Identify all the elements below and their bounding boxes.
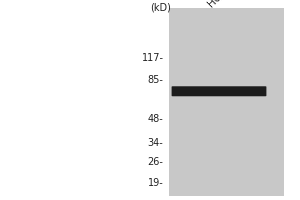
FancyBboxPatch shape: [172, 86, 266, 96]
Text: 48-: 48-: [148, 114, 164, 124]
Text: HepG2: HepG2: [206, 0, 238, 9]
Text: 34-: 34-: [148, 138, 164, 148]
Text: 26-: 26-: [148, 157, 164, 167]
Text: (kD): (kD): [150, 2, 171, 12]
Bar: [169, 8, 284, 196]
Text: 85-: 85-: [148, 75, 164, 85]
Text: 19-: 19-: [148, 178, 164, 188]
Text: 117-: 117-: [142, 53, 164, 63]
